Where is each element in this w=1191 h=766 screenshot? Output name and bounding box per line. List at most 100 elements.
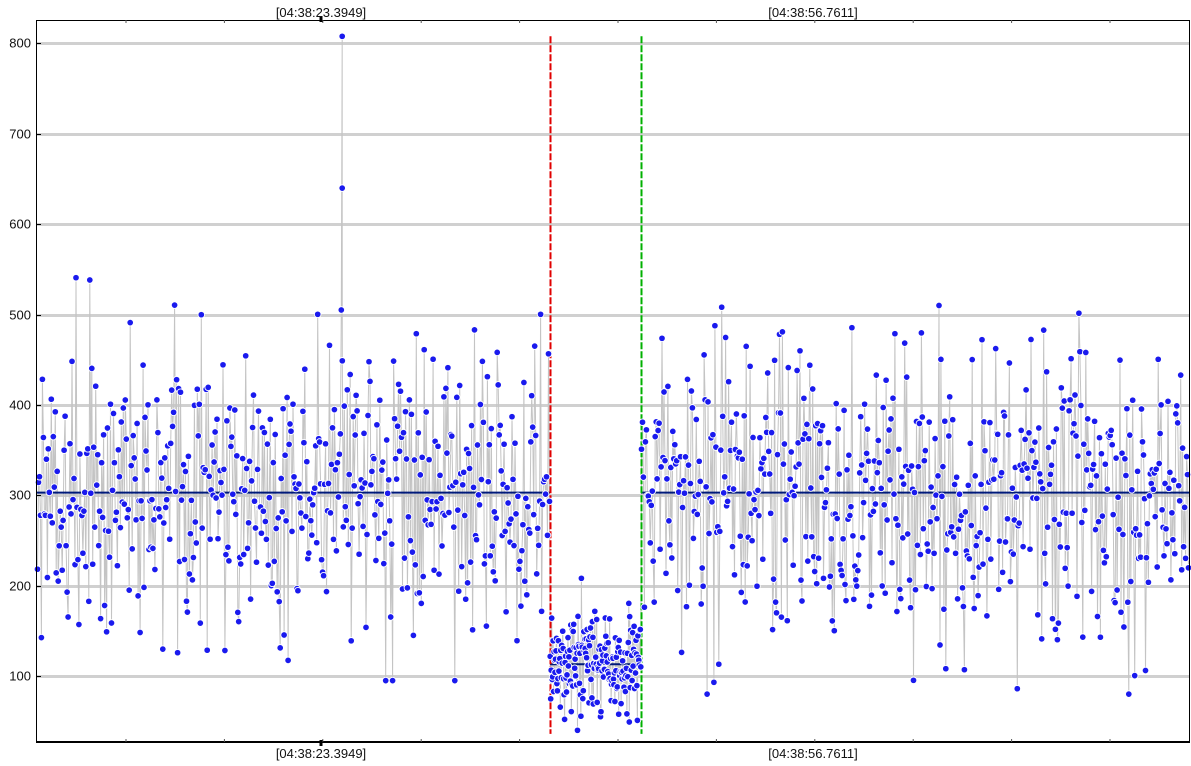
data-point: [394, 380, 403, 389]
data-point: [710, 678, 718, 687]
data-point: [461, 595, 470, 603]
data-point: [740, 412, 748, 420]
data-point: [735, 448, 744, 456]
data-point: [778, 328, 787, 336]
data-point: [1047, 461, 1056, 469]
data-point: [546, 695, 555, 703]
data-point: [767, 428, 776, 437]
data-point: [1173, 402, 1181, 410]
data-point: [613, 683, 622, 691]
data-point: [344, 540, 353, 549]
data-point: [558, 627, 567, 635]
data-point: [521, 577, 529, 585]
data-point: [1063, 543, 1071, 552]
data-point: [655, 419, 663, 427]
data-point: [443, 449, 451, 457]
data-point: [892, 514, 900, 523]
data-point: [938, 492, 946, 501]
data-point: [172, 375, 181, 384]
data-point: [715, 660, 723, 668]
data-point: [259, 507, 268, 515]
data-point: [642, 426, 651, 434]
data-point: [186, 529, 195, 538]
data-point: [833, 514, 841, 523]
data-point: [845, 451, 853, 459]
data-point: [511, 439, 519, 447]
x-axis-ticks: [125, 16, 1111, 746]
data-point: [786, 475, 794, 483]
data-point: [569, 627, 577, 636]
data-point: [274, 514, 282, 522]
data-point: [926, 518, 934, 526]
data-point: [1160, 552, 1168, 560]
data-point: [346, 370, 354, 379]
data-point: [225, 557, 233, 565]
data-point: [53, 467, 61, 476]
data-point: [278, 508, 286, 516]
data-point: [198, 524, 206, 532]
data-point: [241, 352, 250, 360]
data-point: [1042, 368, 1051, 376]
data-point: [448, 432, 456, 440]
data-point: [395, 447, 404, 455]
data-point: [1177, 566, 1186, 574]
data-point: [488, 542, 497, 550]
data-point: [544, 350, 553, 358]
data-point: [155, 505, 163, 513]
data-point: [321, 440, 330, 448]
data-point: [350, 482, 358, 490]
data-point: [298, 524, 306, 532]
data-point: [396, 387, 405, 395]
data-point: [189, 553, 198, 562]
data-point: [1009, 550, 1018, 558]
data-point: [74, 555, 82, 564]
data-point: [49, 432, 58, 441]
data-point: [381, 676, 390, 685]
data-point: [89, 443, 98, 451]
data-point: [1128, 396, 1137, 404]
data-point: [900, 339, 909, 347]
data-point: [286, 420, 294, 428]
data-point: [1052, 425, 1061, 433]
data-point: [301, 365, 309, 373]
data-point: [463, 579, 472, 587]
data-point: [704, 398, 712, 406]
data-point: [307, 516, 315, 525]
data-point: [732, 410, 741, 418]
data-point: [509, 475, 517, 484]
y-tick-label-700: 700: [9, 127, 31, 142]
data-point: [338, 357, 347, 365]
data-point: [1036, 478, 1045, 486]
data-point: [764, 447, 773, 456]
data-point: [386, 613, 395, 621]
data-point: [182, 597, 191, 605]
data-point: [929, 503, 937, 512]
data-point: [65, 503, 73, 511]
data-point: [289, 400, 297, 408]
data-point: [933, 514, 941, 523]
data-point: [111, 516, 120, 525]
data-point: [1026, 545, 1034, 553]
data-point: [795, 460, 803, 468]
data-point: [329, 535, 338, 544]
data-point: [106, 400, 115, 408]
data-point: [855, 469, 864, 477]
data-point: [224, 543, 232, 551]
data-point: [138, 514, 146, 523]
data-point: [982, 504, 990, 512]
data-point: [721, 333, 730, 342]
data-point: [191, 518, 200, 526]
data-point: [1099, 546, 1108, 555]
data-point: [894, 521, 902, 529]
data-point: [803, 420, 811, 429]
data-point: [1167, 576, 1175, 584]
data-point: [703, 690, 711, 698]
data-point: [466, 558, 475, 566]
data-point: [165, 535, 174, 543]
data-point: [1116, 356, 1124, 364]
data-point: [885, 426, 893, 434]
data-point: [287, 427, 295, 435]
data-point: [862, 449, 871, 458]
data-point: [181, 467, 190, 476]
data-point: [773, 450, 782, 459]
